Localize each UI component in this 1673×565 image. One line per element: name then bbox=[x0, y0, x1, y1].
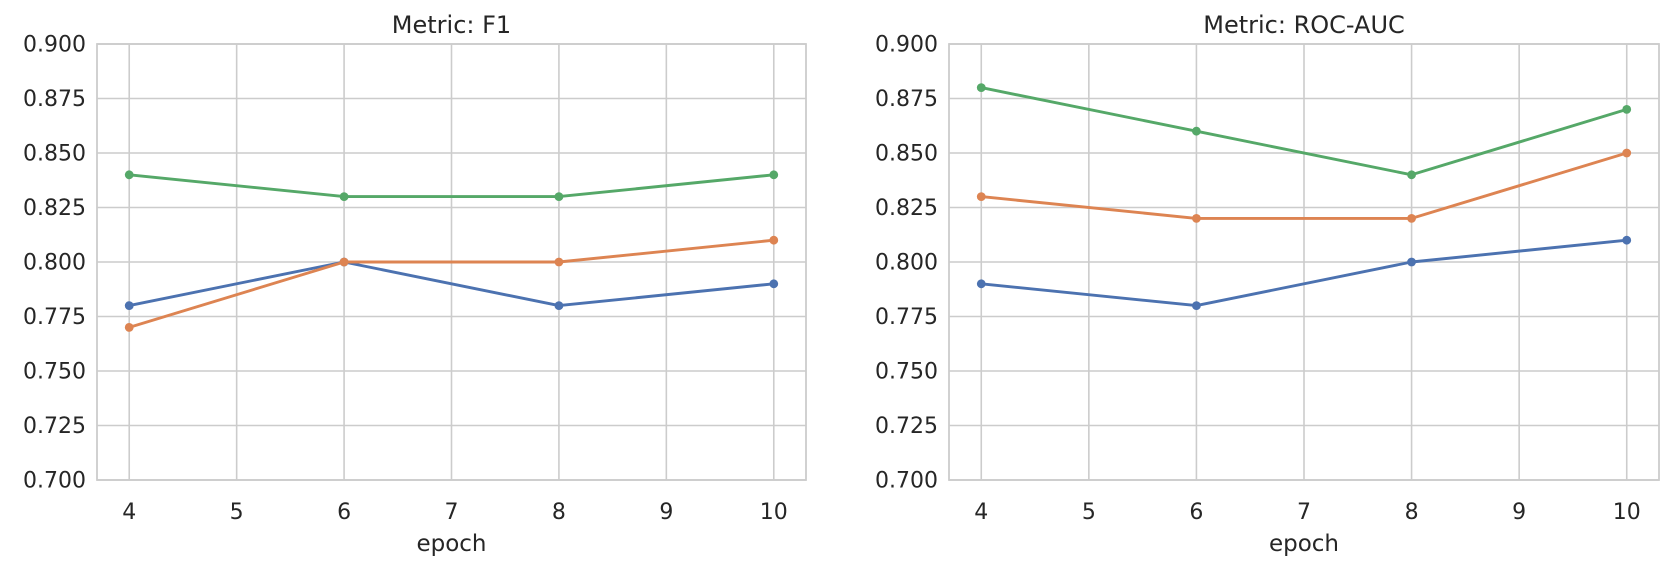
series-marker-blue bbox=[124, 301, 134, 310]
y-tick-label: 0.875 bbox=[23, 87, 86, 112]
y-tick-label: 0.900 bbox=[875, 33, 938, 58]
y-tick-label: 0.825 bbox=[23, 196, 86, 221]
x-axis-label: epoch bbox=[1269, 531, 1339, 557]
series-marker-green bbox=[339, 192, 349, 202]
x-tick-label: 8 bbox=[552, 500, 566, 525]
series-marker-green bbox=[554, 192, 564, 202]
y-tick-label: 0.700 bbox=[875, 469, 938, 494]
series-marker-blue bbox=[554, 301, 564, 310]
series-marker-orange bbox=[554, 257, 564, 267]
x-tick-label: 6 bbox=[337, 500, 351, 525]
y-tick-label: 0.750 bbox=[23, 360, 86, 385]
y-tick-label: 0.750 bbox=[875, 360, 938, 385]
series-marker-green bbox=[1407, 170, 1416, 180]
x-tick-label: 5 bbox=[230, 500, 244, 525]
series-line-orange bbox=[127, 238, 776, 329]
series-marker-blue bbox=[976, 279, 986, 289]
series-marker-orange bbox=[339, 257, 349, 267]
y-tick-label: 0.800 bbox=[875, 251, 938, 276]
x-tick-label: 9 bbox=[659, 500, 673, 525]
x-tick-label: 10 bbox=[760, 500, 788, 525]
x-tick-label: 6 bbox=[1189, 500, 1203, 525]
x-axis-label: epoch bbox=[416, 531, 486, 557]
series-marker-blue bbox=[1622, 235, 1632, 245]
series-marker-green bbox=[124, 170, 134, 180]
y-tick-label: 0.700 bbox=[23, 469, 86, 494]
series-marker-orange bbox=[976, 192, 986, 202]
chart-f1: 0.700 0.725 0.750 0.775 0.800 0.825 0.850 0.875… bbox=[23, 11, 807, 557]
series-line-blue bbox=[979, 238, 1629, 308]
plot-border bbox=[948, 43, 1660, 481]
y-tick-label: 0.775 bbox=[875, 305, 938, 330]
x-tick-label: 4 bbox=[974, 500, 988, 525]
series-marker-green bbox=[769, 170, 779, 180]
y-tick-label: 0.850 bbox=[23, 142, 86, 167]
y-tick-label: 0.775 bbox=[23, 305, 86, 330]
x-tick-label: 7 bbox=[1297, 500, 1311, 525]
y-tick-label: 0.800 bbox=[23, 251, 86, 276]
series-marker-orange bbox=[124, 323, 134, 332]
y-tick-label: 0.725 bbox=[23, 414, 86, 439]
series-marker-blue bbox=[1192, 301, 1201, 310]
series-marker-orange bbox=[1407, 214, 1416, 223]
x-tick-label: 8 bbox=[1405, 500, 1419, 525]
x-tick-label: 9 bbox=[1512, 500, 1526, 525]
series-marker-orange bbox=[1622, 148, 1632, 158]
y-tick-label: 0.850 bbox=[875, 142, 938, 167]
y-tick-label: 0.725 bbox=[875, 414, 938, 439]
series-marker-orange bbox=[769, 235, 779, 245]
series-marker-blue bbox=[769, 279, 779, 289]
series-marker-green bbox=[976, 83, 986, 92]
series-line-green bbox=[979, 86, 1629, 177]
y-tick-label: 0.825 bbox=[875, 196, 938, 221]
series-marker-green bbox=[1622, 105, 1632, 114]
x-tick-label: 5 bbox=[1082, 500, 1096, 525]
x-tick-label: 10 bbox=[1613, 500, 1641, 525]
plot-border bbox=[96, 43, 807, 481]
y-tick-label: 0.875 bbox=[875, 87, 938, 112]
x-tick-label: 4 bbox=[122, 500, 136, 525]
x-tick-label: 7 bbox=[445, 500, 459, 525]
y-tick-label: 0.900 bbox=[23, 33, 86, 58]
chart-title: Metric: F1 bbox=[392, 11, 511, 39]
series-line-orange bbox=[979, 151, 1629, 220]
series-marker-blue bbox=[1407, 257, 1416, 267]
series-marker-green bbox=[1192, 126, 1201, 136]
chart-roc-auc: 0.700 0.725 0.750 0.775 0.800 0.825 0.850 0.875… bbox=[875, 11, 1660, 557]
series-marker-orange bbox=[1192, 214, 1201, 223]
series-line-green bbox=[127, 173, 776, 199]
chart-title: Metric: ROC-AUC bbox=[1203, 11, 1405, 39]
series-line-blue bbox=[127, 260, 776, 308]
